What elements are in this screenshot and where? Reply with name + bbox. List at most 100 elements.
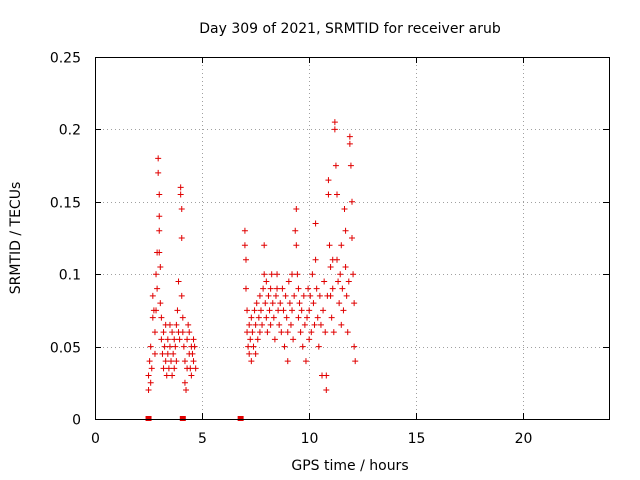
data-point <box>241 242 248 249</box>
data-point <box>244 307 251 314</box>
data-point <box>340 307 347 314</box>
data-point <box>274 285 281 292</box>
baseline-marker <box>237 416 244 421</box>
data-point <box>166 321 173 328</box>
x-axis-label: GPS time / hours <box>291 458 408 474</box>
data-point <box>313 285 320 292</box>
data-point <box>278 329 285 336</box>
data-point <box>191 343 198 350</box>
data-point <box>171 336 178 343</box>
data-point <box>254 336 261 343</box>
data-point <box>163 372 170 379</box>
data-point <box>181 379 188 386</box>
data-point <box>151 350 158 357</box>
data-point <box>285 278 292 285</box>
data-point <box>296 300 303 307</box>
data-point <box>164 350 171 357</box>
data-point <box>334 256 341 263</box>
data-point <box>261 271 268 278</box>
data-point <box>295 285 302 292</box>
data-point <box>267 285 274 292</box>
data-point <box>155 169 162 176</box>
data-point <box>295 314 302 321</box>
data-point <box>312 256 319 263</box>
data-point <box>147 379 154 386</box>
data-point <box>289 271 296 278</box>
data-point <box>327 292 334 299</box>
y-tick-label: 0.25 <box>50 51 81 67</box>
data-point <box>169 329 176 336</box>
data-point <box>347 162 354 169</box>
data-point <box>173 321 180 328</box>
data-point <box>267 321 274 328</box>
data-point <box>299 343 306 350</box>
data-point <box>244 329 251 336</box>
data-point <box>323 372 330 379</box>
data-point <box>292 227 299 234</box>
data-point <box>310 300 317 307</box>
data-point <box>172 343 179 350</box>
data-point <box>161 343 168 350</box>
data-point <box>342 227 349 234</box>
data-point <box>178 292 185 299</box>
data-point <box>189 350 196 357</box>
data-point <box>291 292 298 299</box>
data-point <box>349 198 355 205</box>
data-point <box>276 321 283 328</box>
data-point <box>148 365 155 372</box>
data-point <box>268 271 275 278</box>
data-point <box>304 314 311 321</box>
data-point <box>171 365 178 372</box>
data-point <box>308 329 315 336</box>
data-point <box>330 329 337 336</box>
y-tick-label: 0.2 <box>59 123 81 139</box>
data-point <box>157 300 164 307</box>
data-point <box>352 358 359 365</box>
data-point <box>192 365 199 372</box>
data-point <box>286 300 293 307</box>
data-point <box>156 249 163 256</box>
data-point <box>338 242 345 249</box>
data-point <box>147 343 154 350</box>
data-point <box>183 387 190 394</box>
data-point <box>262 300 269 307</box>
data-point <box>247 336 254 343</box>
data-point <box>160 329 167 336</box>
data-point <box>178 235 185 241</box>
data-point <box>349 235 355 241</box>
data-point <box>169 372 176 379</box>
data-point <box>326 242 333 249</box>
data-point <box>165 365 172 372</box>
data-point <box>166 343 173 350</box>
data-point <box>180 343 187 350</box>
data-point <box>266 307 273 314</box>
data-point <box>334 191 341 198</box>
data-point <box>345 278 352 285</box>
data-point <box>248 358 255 365</box>
data-point <box>280 307 287 314</box>
data-points <box>145 119 359 394</box>
x-tick-label: 15 <box>408 431 426 447</box>
data-point <box>190 358 197 365</box>
data-point <box>178 206 185 213</box>
data-point <box>251 307 258 314</box>
data-point <box>265 292 272 299</box>
data-point <box>156 191 163 198</box>
data-point <box>186 329 193 336</box>
data-point <box>338 321 345 328</box>
data-point <box>259 321 266 328</box>
baseline-markers <box>145 416 244 421</box>
data-point <box>294 271 301 278</box>
data-point <box>177 184 184 191</box>
data-point <box>332 162 339 169</box>
axis-ticks <box>95 57 609 420</box>
data-point <box>329 285 336 292</box>
data-point <box>246 321 253 328</box>
data-point <box>271 336 278 343</box>
data-point <box>155 155 162 162</box>
data-point <box>337 271 344 278</box>
data-point <box>263 278 270 285</box>
data-point <box>321 278 328 285</box>
